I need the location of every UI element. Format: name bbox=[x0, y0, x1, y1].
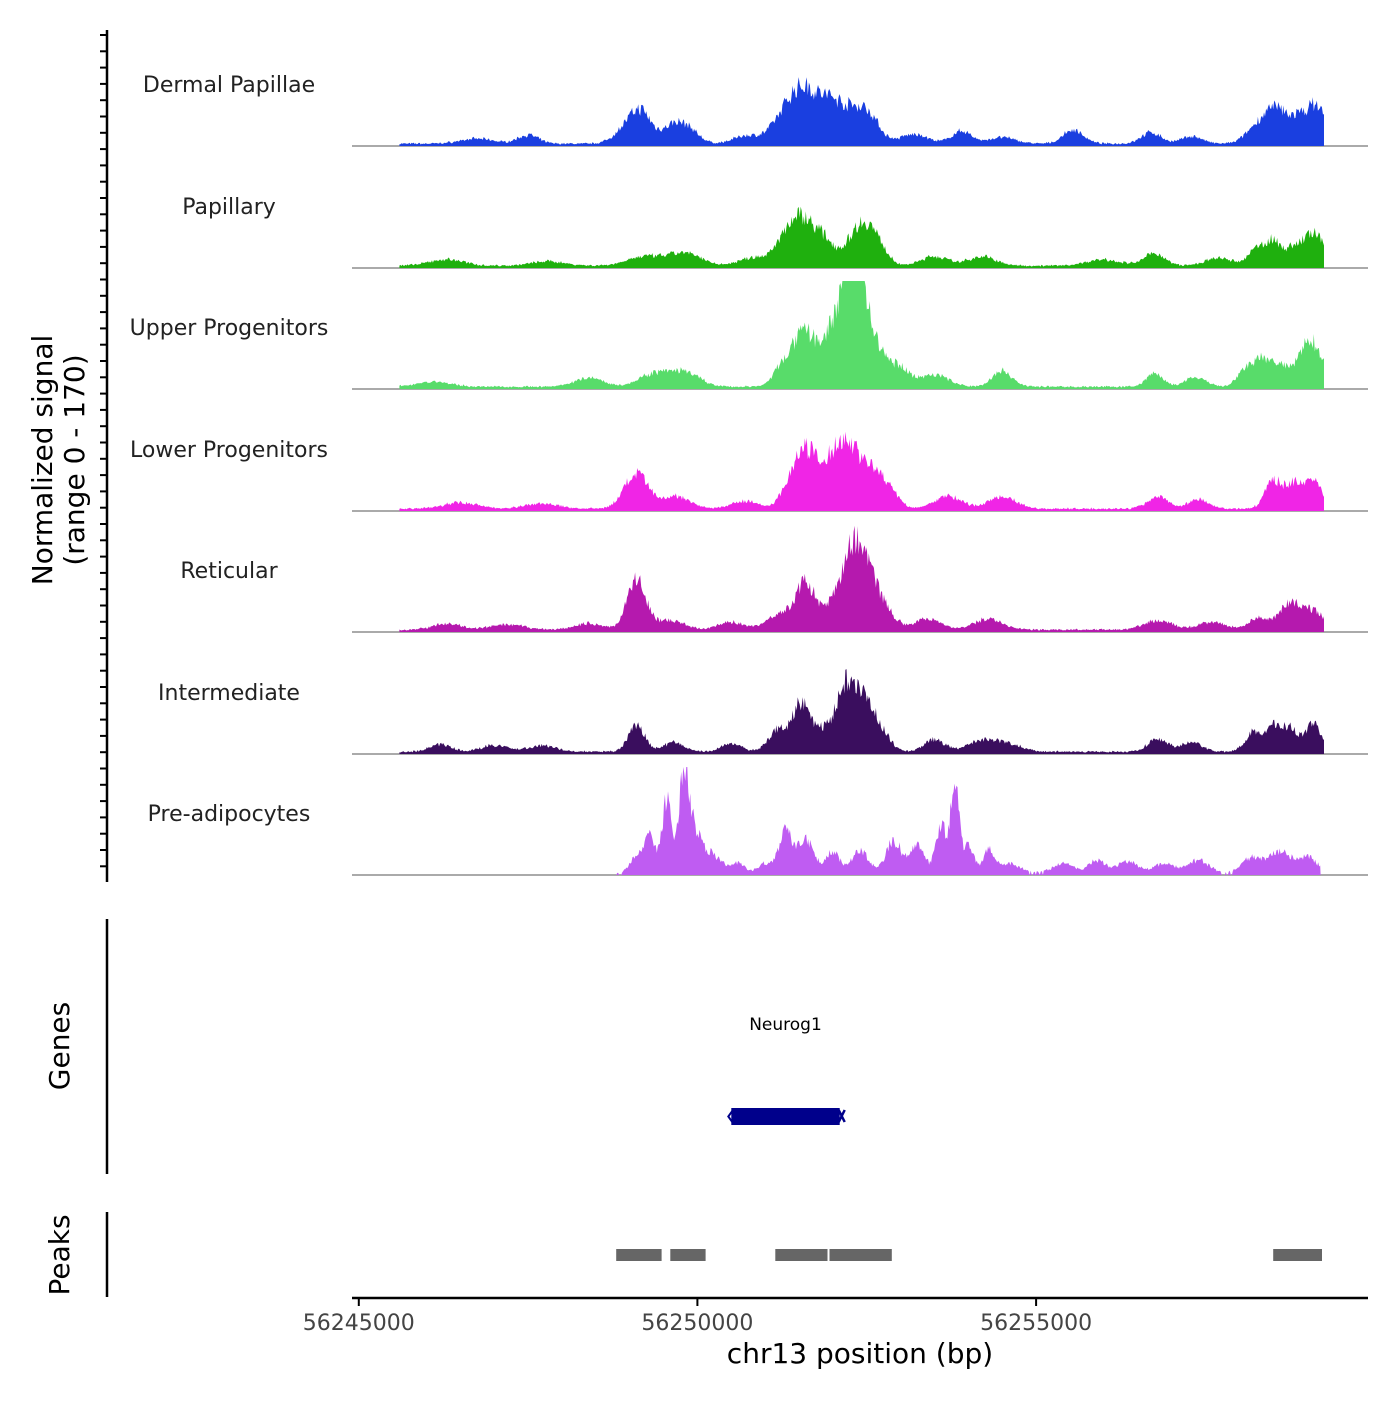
track-label: Pre-adipocytes bbox=[148, 802, 311, 827]
signal-area bbox=[399, 206, 1324, 268]
y-axis-label: Normalized signal bbox=[26, 335, 59, 586]
gene-track: Neurog1 bbox=[727, 1015, 846, 1125]
signal-area bbox=[399, 431, 1324, 511]
track-intermediate: Intermediate bbox=[158, 669, 1368, 755]
peak-track bbox=[616, 1249, 1322, 1261]
track-label: Intermediate bbox=[158, 681, 300, 706]
x-tick-label: 56255000 bbox=[980, 1311, 1092, 1336]
signal-y-ticks bbox=[100, 34, 107, 868]
signal-area bbox=[399, 525, 1324, 632]
track-dermal-papillae: Dermal Papillae bbox=[143, 73, 1368, 147]
x-tick-label: 56245000 bbox=[303, 1311, 415, 1336]
gene-strand-arrow bbox=[727, 1110, 734, 1123]
track-label: Dermal Papillae bbox=[143, 73, 315, 98]
peaks-section-label: Peaks bbox=[43, 1214, 76, 1295]
track-upper-progenitors: Upper Progenitors bbox=[130, 281, 1368, 390]
peak-region bbox=[1273, 1249, 1322, 1261]
peak-region bbox=[670, 1249, 706, 1261]
peak-region bbox=[616, 1249, 662, 1261]
peak-region bbox=[775, 1249, 828, 1261]
track-lower-progenitors: Lower Progenitors bbox=[130, 431, 1368, 512]
y-axis-range-label: (range 0 - 170) bbox=[58, 354, 91, 565]
signal-tracks: Dermal Papillae Papillary Upper Progenitor… bbox=[130, 73, 1368, 876]
signal-area bbox=[399, 669, 1324, 754]
gene-body bbox=[731, 1108, 840, 1125]
track-label: Lower Progenitors bbox=[130, 438, 328, 463]
genes-section-label: Genes bbox=[43, 1002, 76, 1090]
gene-label: Neurog1 bbox=[749, 1015, 822, 1035]
track-pre-adipocytes: Pre-adipocytes bbox=[148, 767, 1368, 876]
signal-area bbox=[616, 767, 1321, 875]
track-reticular: Reticular bbox=[180, 525, 1368, 633]
x-axis-label: chr13 position (bp) bbox=[727, 1337, 993, 1370]
track-label: Reticular bbox=[180, 559, 278, 584]
track-label: Papillary bbox=[182, 195, 276, 220]
track-label: Upper Progenitors bbox=[130, 316, 329, 341]
peak-region bbox=[829, 1249, 892, 1261]
signal-area bbox=[399, 281, 1324, 389]
track-papillary: Papillary bbox=[182, 195, 1368, 269]
signal-area bbox=[399, 77, 1324, 146]
gene-end-marker bbox=[837, 1109, 846, 1123]
x-tick-label: 56250000 bbox=[641, 1311, 753, 1336]
x-axis-ticks: 56245000 56250000 56255000 bbox=[303, 1298, 1092, 1336]
